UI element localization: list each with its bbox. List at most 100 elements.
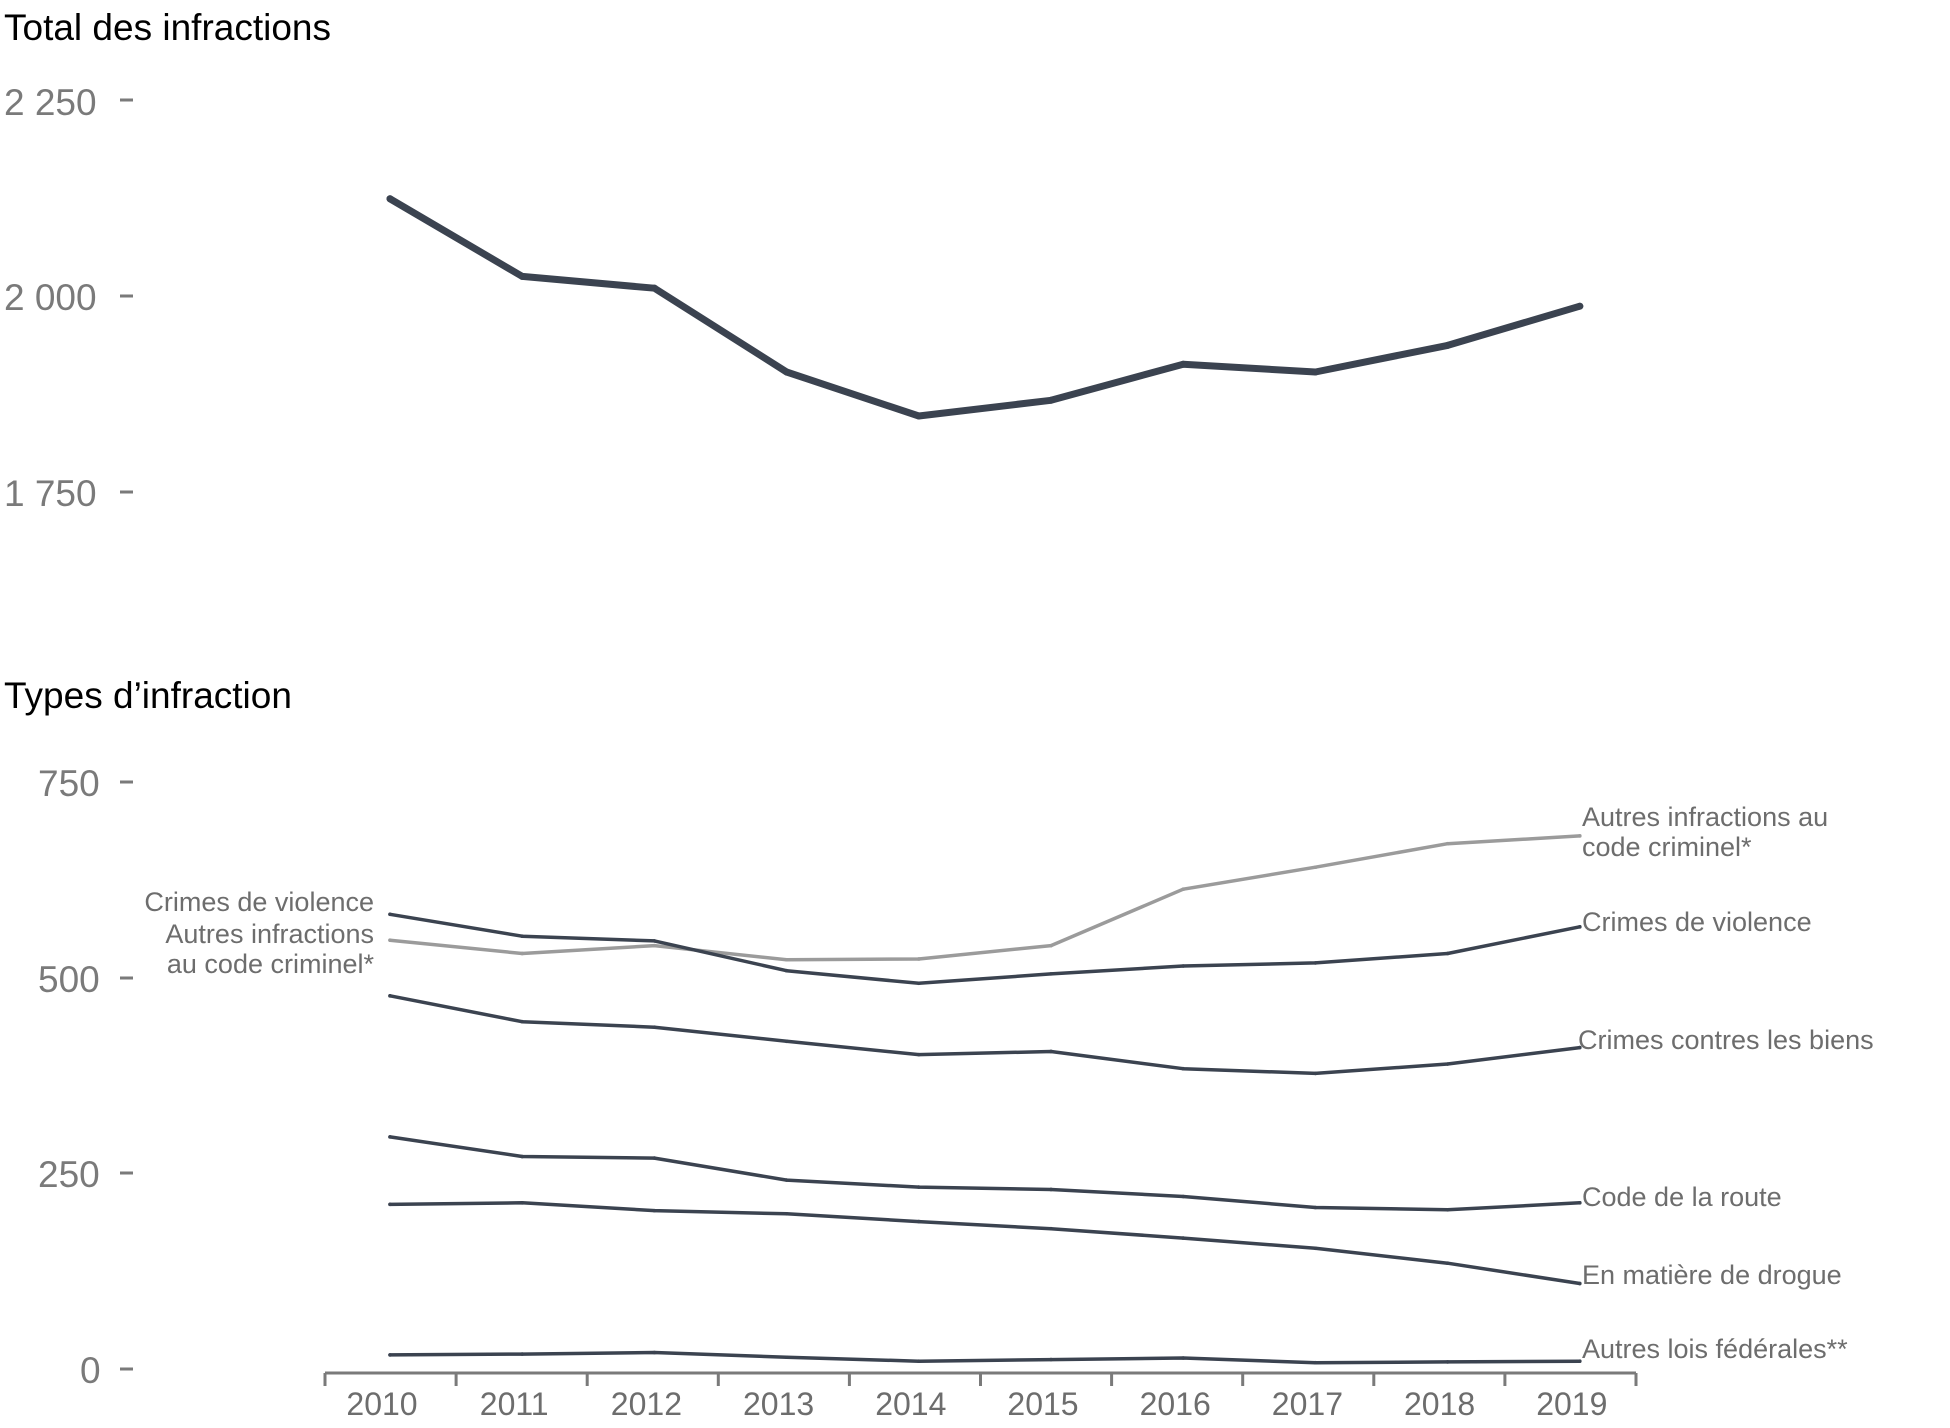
series-end-label: code criminel*: [1582, 832, 1752, 862]
series-data-point: [784, 1178, 789, 1182]
x-tick-label: 2011: [480, 1386, 549, 1422]
series-data-point: [1313, 1205, 1318, 1210]
series-data-point: [388, 1202, 392, 1207]
series-data-point: [652, 1350, 657, 1355]
offence-types-panel: Types d’infraction 750 500 250 0 2010 201…: [4, 675, 1874, 1422]
series-data-point: [1181, 1066, 1185, 1071]
series-data-point: [917, 1219, 921, 1224]
series-data-point: [1181, 964, 1185, 968]
series-data-point: [652, 1156, 657, 1160]
series-data-point: [1578, 1200, 1582, 1205]
series-end-label: Crimes contres les biens: [1578, 1025, 1874, 1055]
total-data-point: [1311, 368, 1319, 376]
x-axis: 2010 2011 2012 2013 2014 2015 2016 2017 2018 2019: [323, 1373, 1638, 1422]
series-data-point: [1578, 834, 1582, 838]
series-data-point: [917, 1359, 921, 1363]
total-data-point: [915, 412, 923, 420]
series-data-point: [1445, 951, 1450, 956]
series-data-point: [1578, 925, 1582, 929]
series-line: [388, 912, 1582, 986]
series-data-point: [520, 1154, 524, 1159]
series-data-point: [388, 938, 392, 942]
series-data-point: [917, 957, 921, 961]
series-data-point: [917, 1185, 921, 1189]
total-data-point: [783, 368, 791, 376]
series-line: [388, 1201, 1582, 1286]
total-offences-panel: Total des infractions 2 250 2 000 1 750: [4, 7, 1584, 514]
series-data-point: [784, 1355, 789, 1360]
x-tick-label: 2018: [1404, 1386, 1475, 1422]
series-start-label: Autres infractions: [165, 919, 374, 949]
series-data-point: [1181, 887, 1185, 891]
total-y-tick-label: 2 000: [4, 277, 97, 318]
series-data-point: [1445, 1360, 1450, 1364]
series-end-label: Autres lois fédérales**: [1582, 1334, 1848, 1364]
series-data-point: [520, 1019, 524, 1024]
total-data-point: [386, 195, 394, 203]
total-data-point: [1576, 302, 1584, 310]
series-data-point: [1049, 1226, 1053, 1231]
total-data-point: [650, 284, 658, 292]
total-series-line: [386, 195, 1584, 420]
series-start-label: au code criminel*: [167, 949, 375, 979]
series-data-point: [1445, 1261, 1450, 1265]
series-data-point: [388, 994, 392, 998]
series-data-point: [1181, 1356, 1185, 1360]
series-end-label: Code de la route: [1582, 1182, 1782, 1212]
x-tick-label: 2012: [611, 1386, 682, 1422]
types-y-tick-label: 250: [38, 1154, 100, 1195]
series-data-point: [1181, 1236, 1185, 1240]
series-data-point: [388, 1135, 392, 1139]
x-tick-label: 2015: [1007, 1386, 1078, 1422]
total-y-tick-label: 1 750: [4, 473, 97, 514]
series-data-point: [784, 1039, 789, 1044]
series-end-label: Crimes de violence: [1582, 907, 1812, 937]
series-data-point: [1313, 1360, 1318, 1365]
types-y-tick-label: 0: [80, 1350, 101, 1391]
total-data-point: [518, 272, 526, 280]
series-data-point: [1578, 1045, 1582, 1050]
series-data-point: [520, 1352, 524, 1356]
series-line: [388, 1135, 1582, 1212]
x-tick-label: 2019: [1536, 1386, 1607, 1422]
x-tick-label: 2014: [875, 1386, 946, 1422]
series-data-point: [652, 1025, 657, 1029]
series-data-point: [1578, 1359, 1582, 1363]
series-data-point: [917, 981, 921, 986]
series-line: [388, 834, 1582, 962]
x-tick-label: 2010: [346, 1386, 417, 1422]
series-data-point: [1049, 1357, 1053, 1362]
series-data-point: [1313, 865, 1318, 870]
series-end-label: Autres infractions au: [1582, 802, 1828, 832]
series-data-point: [1313, 1246, 1318, 1251]
series-data-point: [1049, 1187, 1053, 1192]
total-data-point: [1444, 341, 1452, 349]
series-data-point: [1313, 961, 1318, 965]
series-data-point: [388, 912, 392, 917]
series-data-point: [652, 943, 657, 948]
series-data-point: [1313, 1071, 1318, 1076]
series-data-point: [520, 934, 524, 939]
series-data-point: [1578, 1281, 1582, 1286]
series-data-point: [1445, 1062, 1450, 1066]
total-panel-title: Total des infractions: [4, 7, 331, 48]
series-data-point: [520, 951, 524, 956]
x-tick-label: 2017: [1272, 1386, 1343, 1422]
x-tick-label: 2016: [1140, 1386, 1211, 1422]
types-panel-title: Types d’infraction: [4, 675, 292, 716]
series-data-point: [652, 939, 657, 943]
total-series-marks: [386, 195, 1584, 420]
series-data-point: [784, 968, 789, 973]
series-end-label: En matière de drogue: [1582, 1260, 1842, 1290]
series-data-point: [1049, 972, 1053, 976]
total-y-tick-label: 2 250: [4, 82, 97, 123]
series-line: [388, 994, 1582, 1076]
series-data-point: [784, 957, 789, 962]
series-data-point: [388, 1353, 392, 1357]
series-data-point: [520, 1200, 524, 1205]
series-data-point: [1445, 841, 1450, 846]
x-tick-label: 2013: [743, 1386, 814, 1422]
series-start-label: Crimes de violence: [144, 887, 374, 917]
